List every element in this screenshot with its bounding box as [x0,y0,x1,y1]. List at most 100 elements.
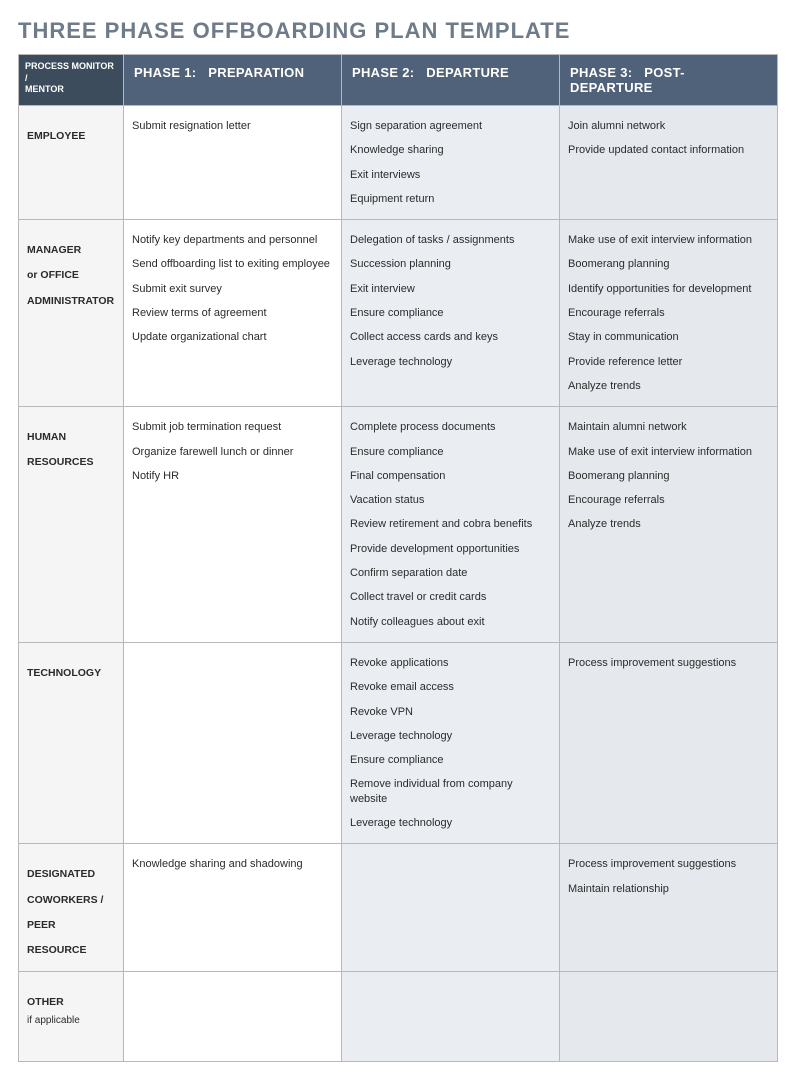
list-item: Organize farewell lunch or dinner [132,440,333,464]
list-item: Maintain relationship [568,877,769,901]
cell-phase-2 [342,844,560,972]
list-item: Review terms of agreement [132,301,333,325]
phase2-label: DEPARTURE [426,65,509,80]
header-corner: PROCESS MONITOR / MENTOR [19,55,124,106]
corner-line2: MENTOR [25,84,64,94]
list-item: Ensure compliance [350,748,551,772]
list-item: Encourage referrals [568,488,769,512]
row-header-line: or OFFICE [27,263,115,288]
cell-list: Submit job termination requestOrganize f… [132,415,333,488]
list-item: Notify colleagues about exit [350,610,551,634]
list-item: Boomerang planning [568,464,769,488]
cell-phase-1: Knowledge sharing and shadowing [124,844,342,972]
cell-list: Submit resignation letter [132,114,333,138]
list-item: Analyze trends [568,374,769,398]
list-item: Exit interviews [350,163,551,187]
row-header-line: PEER RESOURCE [27,913,115,963]
list-item: Notify key departments and personnel [132,228,333,252]
cell-phase-2: Sign separation agreementKnowledge shari… [342,106,560,220]
phase2-num: PHASE 2: [352,65,414,80]
list-item: Final compensation [350,464,551,488]
list-item: Identify opportunities for development [568,277,769,301]
row-header-line: COWORKERS / [27,888,115,913]
list-item: Revoke applications [350,651,551,675]
cell-phase-2 [342,972,560,1062]
header-phase-3: PHASE 3: POST-DEPARTURE [560,55,778,106]
list-item: Knowledge sharing [350,138,551,162]
table-row: HUMANRESOURCESSubmit job termination req… [19,407,778,643]
list-item: Submit job termination request [132,415,333,439]
cell-phase-3: Join alumni networkProvide updated conta… [560,106,778,220]
list-item: Provide development opportunities [350,537,551,561]
table-row: DESIGNATEDCOWORKERS /PEER RESOURCE Knowle… [19,844,778,972]
phase1-label: PREPARATION [208,65,304,80]
row-header-line: EMPLOYEE [27,124,115,149]
list-item: Make use of exit interview information [568,440,769,464]
row-header-line: OTHER [27,990,115,1015]
cell-list: Maintain alumni networkMake use of exit … [568,415,769,536]
cell-list: Complete process documentsEnsure complia… [350,415,551,634]
list-item: Leverage technology [350,350,551,374]
row-header: MANAGERor OFFICEADMINISTRATOR [19,220,124,407]
list-item: Submit exit survey [132,277,333,301]
list-item: Sign separation agreement [350,114,551,138]
list-item: Knowledge sharing and shadowing [132,852,333,876]
list-item: Maintain alumni network [568,415,769,439]
table-row: EMPLOYEE Submit resignation letter Sign se… [19,106,778,220]
list-item: Review retirement and cobra benefits [350,512,551,536]
list-item: Encourage referrals [568,301,769,325]
list-item: Revoke VPN [350,700,551,724]
row-header-sub: if applicable [27,1015,115,1027]
list-item: Process improvement suggestions [568,651,769,675]
row-header: OTHERif applicable [19,972,124,1062]
cell-phase-2: Delegation of tasks / assignmentsSuccess… [342,220,560,407]
cell-list: Process improvement suggestionsMaintain … [568,852,769,901]
cell-phase-3: Maintain alumni networkMake use of exit … [560,407,778,643]
list-item: Equipment return [350,187,551,211]
list-item: Boomerang planning [568,252,769,276]
list-item: Update organizational chart [132,325,333,349]
row-header-line: MANAGER [27,238,115,263]
list-item: Submit resignation letter [132,114,333,138]
list-item: Notify HR [132,464,333,488]
row-header: EMPLOYEE [19,106,124,220]
header-phase-2: PHASE 2: DEPARTURE [342,55,560,106]
list-item: Leverage technology [350,724,551,748]
cell-phase-1: Submit resignation letter [124,106,342,220]
list-item: Process improvement suggestions [568,852,769,876]
corner-line1: PROCESS MONITOR / [25,61,114,83]
row-header-line: RESOURCES [27,450,115,475]
list-item: Provide updated contact information [568,138,769,162]
list-item: Analyze trends [568,512,769,536]
cell-phase-1: Submit job termination requestOrganize f… [124,407,342,643]
cell-phase-2: Complete process documentsEnsure complia… [342,407,560,643]
header-row: PROCESS MONITOR / MENTOR PHASE 1: PREPAR… [19,55,778,106]
list-item: Exit interview [350,277,551,301]
row-header-line: ADMINISTRATOR [27,289,115,314]
cell-phase-3: Process improvement suggestions [560,642,778,843]
list-item: Collect travel or credit cards [350,585,551,609]
table-row: MANAGERor OFFICEADMINISTRATOR Notify key … [19,220,778,407]
row-header: HUMANRESOURCES [19,407,124,643]
phase1-num: PHASE 1: [134,65,196,80]
table-row: OTHERif applicable [19,972,778,1062]
cell-phase-3 [560,972,778,1062]
row-header: TECHNOLOGY [19,642,124,843]
list-item: Remove individual from company website [350,772,551,811]
list-item: Vacation status [350,488,551,512]
list-item: Delegation of tasks / assignments [350,228,551,252]
table-row: TECHNOLOGY Revoke applicationsRevoke emai… [19,642,778,843]
list-item: Ensure compliance [350,440,551,464]
list-item: Leverage technology [350,811,551,835]
row-header-line: TECHNOLOGY [27,661,115,686]
list-item: Confirm separation date [350,561,551,585]
page-title: THREE PHASE OFFBOARDING PLAN TEMPLATE [18,18,777,44]
header-phase-1: PHASE 1: PREPARATION [124,55,342,106]
row-header-line: DESIGNATED [27,862,115,887]
cell-phase-3: Make use of exit interview informationBo… [560,220,778,407]
cell-phase-2: Revoke applicationsRevoke email accessRe… [342,642,560,843]
list-item: Complete process documents [350,415,551,439]
cell-list: Join alumni networkProvide updated conta… [568,114,769,163]
list-item: Collect access cards and keys [350,325,551,349]
cell-list: Delegation of tasks / assignmentsSuccess… [350,228,551,374]
